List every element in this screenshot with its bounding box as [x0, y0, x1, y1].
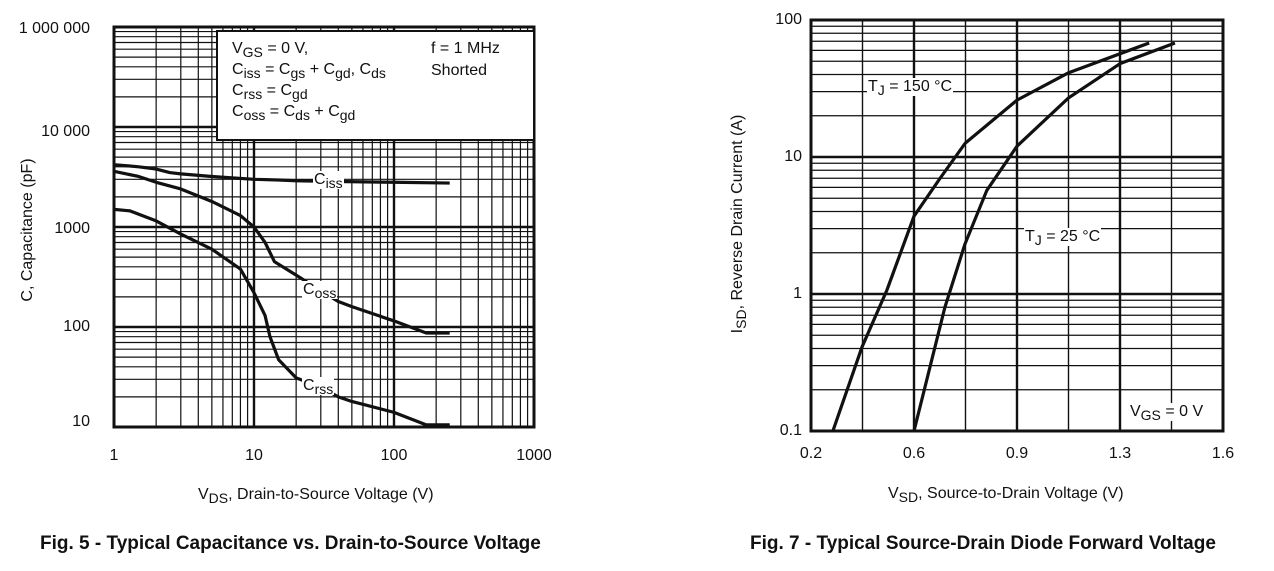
legend-line: Coss = Cds + Cgd [232, 103, 356, 123]
x-tick-label: 0.9 [1005, 445, 1029, 462]
figure-caption: Fig. 7 - Typical Source-Drain Diode Forw… [750, 533, 1216, 554]
x-tick-label: 0.6 [902, 445, 926, 462]
tj-150-curve [831, 41, 1150, 432]
vgs-annotation: VGS = 0 V [1129, 403, 1205, 423]
y-tick-label: 1000 [54, 220, 90, 237]
legend-condition: f = 1 MHz [431, 40, 500, 57]
x-tick-label: 1 [109, 447, 119, 464]
y-tick-label: 100 [63, 318, 90, 335]
series-label-tj-150: TJ = 150 °C [867, 78, 954, 98]
series-label-ciss: Ciss [313, 171, 344, 191]
x-tick-label: 100 [380, 447, 408, 464]
x-tick-label: 10 [245, 447, 263, 464]
series-label-tj-25: TJ = 25 °C [1024, 228, 1102, 248]
y-tick-label: 10 000 [41, 123, 90, 140]
x-tick-label: 1.3 [1108, 445, 1132, 462]
y-tick-label: 10 [784, 148, 802, 165]
y-tick-label: 0.1 [779, 422, 802, 439]
legend-line: VGS = 0 V, [232, 40, 309, 60]
legend-line: Ciss = Cgs + Cgd, Cds [232, 61, 386, 81]
tj-25-curve [912, 41, 1176, 432]
y-tick-label: 1 [793, 285, 802, 302]
x-axis-title: VDS, Drain-to-Source Voltage (V) [198, 486, 434, 506]
x-tick-label: 1000 [516, 447, 552, 464]
y-tick-label: 10 [72, 413, 90, 430]
crss-curve [113, 207, 450, 427]
y-axis-title: C, Capacitance (pF) [19, 158, 36, 302]
x-tick-label: 0.2 [799, 445, 823, 462]
legend-line: Crss = Cgd [232, 82, 308, 102]
series-label-crss: Crss [302, 377, 335, 397]
plot-frame [809, 18, 1225, 433]
x-tick-label: 1.6 [1211, 445, 1235, 462]
legend-condition: Shorted [431, 62, 488, 79]
y-axis-title: ISD, Reverse Drain Current (A) [729, 114, 749, 334]
x-axis-title: VSD, Source-to-Drain Voltage (V) [888, 485, 1124, 505]
figure-caption: Fig. 5 - Typical Capacitance vs. Drain-t… [40, 533, 541, 554]
series-label-coss: Coss [302, 281, 338, 301]
y-tick-label: 100 [775, 11, 802, 28]
y-tick-label: 1 000 000 [18, 20, 90, 37]
coss-curve [113, 169, 450, 335]
legend-box [216, 30, 535, 141]
plot-frame [112, 25, 536, 429]
ciss-curve [113, 163, 450, 185]
